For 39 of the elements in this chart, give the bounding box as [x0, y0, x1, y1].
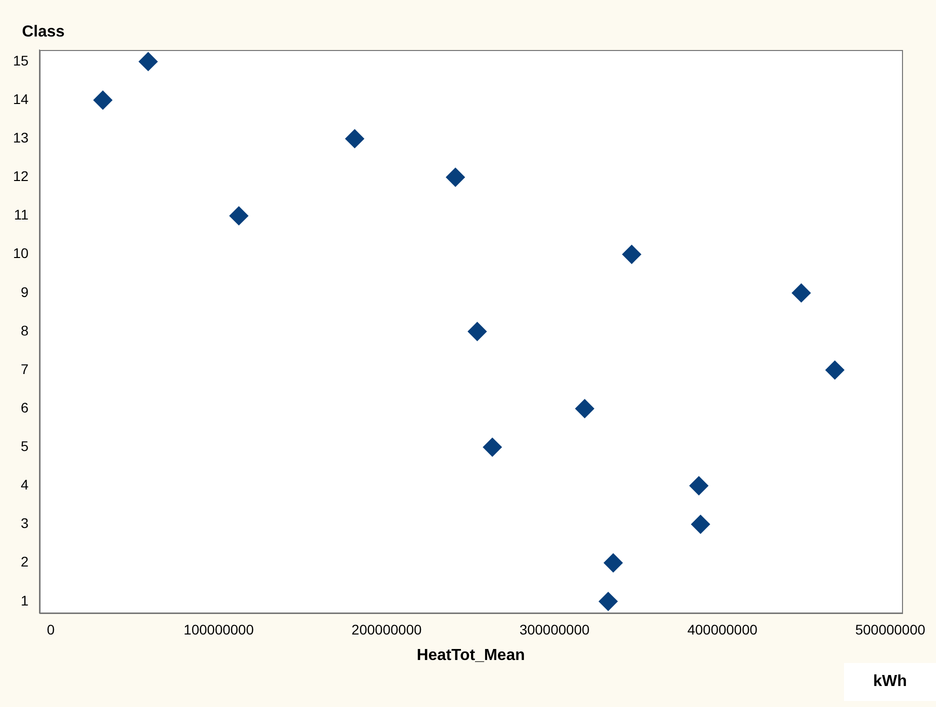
- x-tick-label: 100000000: [184, 621, 254, 638]
- x-tick-label: 200000000: [352, 621, 422, 638]
- point: [691, 514, 710, 534]
- x-tick-label: 400000000: [687, 621, 758, 638]
- point: [345, 129, 364, 148]
- point: [575, 399, 594, 418]
- y-tick-label: 15: [12, 52, 29, 68]
- point: [446, 168, 465, 187]
- y-tick-label: 14: [12, 90, 29, 107]
- point: [825, 360, 844, 380]
- point: [138, 52, 158, 72]
- y-tick-label: 10: [12, 245, 29, 262]
- y-tick-label: 2: [20, 554, 29, 570]
- y-tick-label: 12: [12, 168, 29, 184]
- y-tick-label: 9: [20, 284, 29, 300]
- y-tick-label: 1: [20, 592, 29, 608]
- y-tick-label: 11: [14, 206, 29, 223]
- y-tick-label: 7: [20, 360, 29, 377]
- point: [229, 206, 248, 226]
- y-tick-label: 8: [20, 322, 29, 338]
- x-axis-title: HeatTot_Mean: [416, 646, 525, 664]
- point: [468, 322, 487, 341]
- text: kWh: [844, 663, 936, 701]
- point: [604, 553, 623, 572]
- y-tick-label: 13: [12, 130, 29, 146]
- y-tick-label: 4: [20, 476, 29, 493]
- x-tick-label: 300000000: [519, 621, 590, 638]
- point: [689, 476, 708, 496]
- y-tick-label: 6: [20, 399, 29, 416]
- y-tick-label: 5: [20, 438, 29, 454]
- x-tick-label: 0: [46, 621, 55, 638]
- y-tick-label: 3: [20, 515, 29, 532]
- point: [482, 438, 502, 457]
- point: [93, 90, 112, 110]
- point: [792, 283, 811, 302]
- point: [622, 244, 642, 264]
- point: [598, 592, 618, 611]
- y-axis-title: Class: [22, 23, 65, 40]
- x-tick-label: 500000000: [855, 621, 926, 638]
